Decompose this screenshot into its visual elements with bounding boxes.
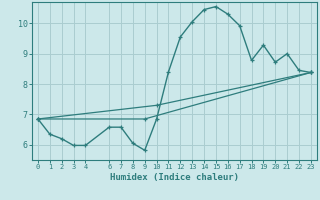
X-axis label: Humidex (Indice chaleur): Humidex (Indice chaleur) — [110, 173, 239, 182]
